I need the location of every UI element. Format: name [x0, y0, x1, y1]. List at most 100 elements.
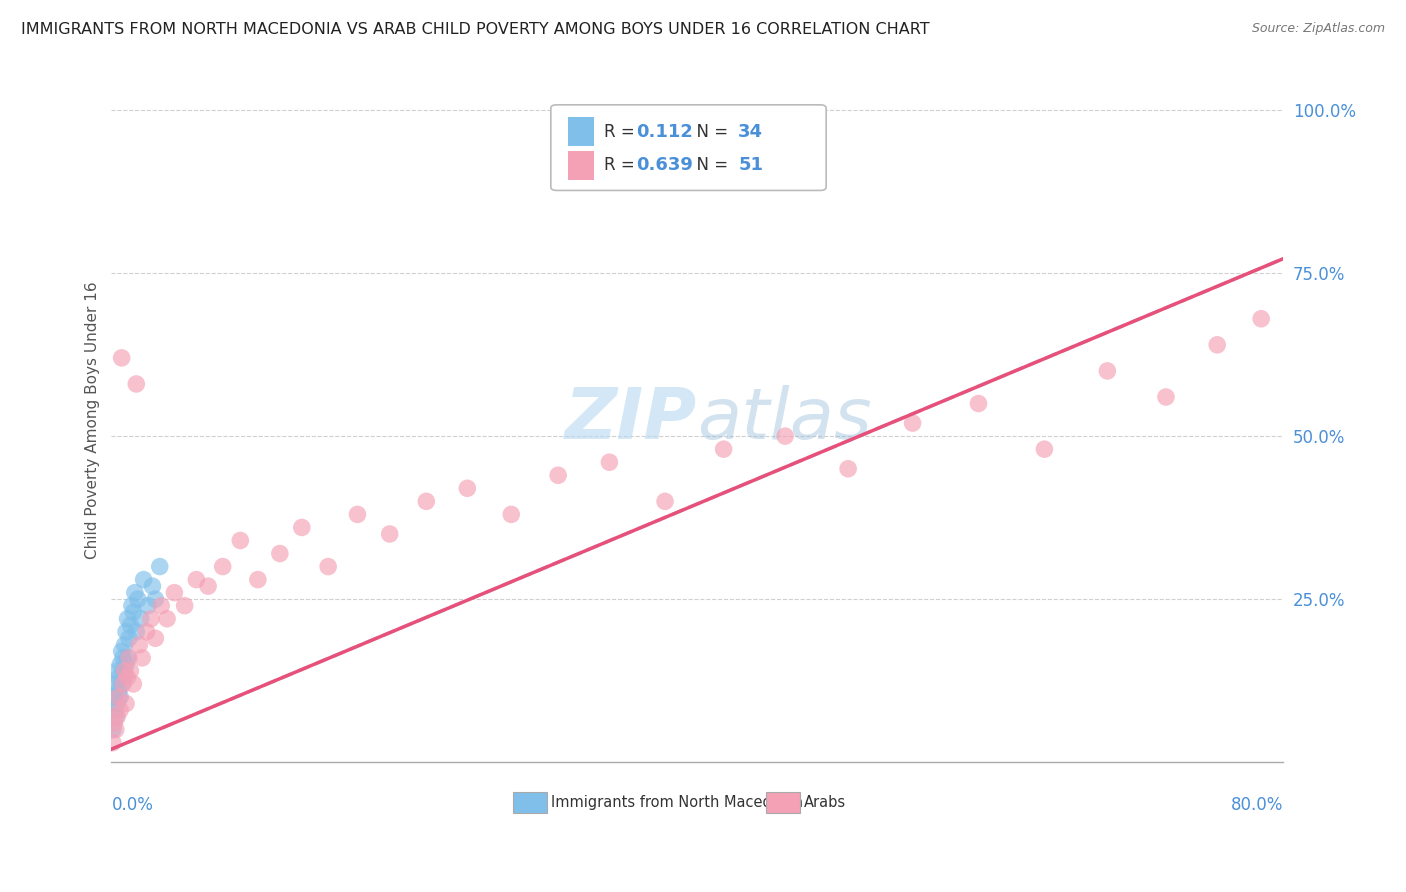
Point	[269, 547, 291, 561]
Point	[117, 670, 139, 684]
Text: Arabs: Arabs	[804, 795, 846, 810]
Point	[121, 599, 143, 613]
Point	[118, 632, 141, 646]
Point	[114, 664, 136, 678]
Point	[127, 592, 149, 607]
Point	[115, 697, 138, 711]
Point	[104, 723, 127, 737]
Point	[150, 599, 173, 613]
Text: ZIP: ZIP	[565, 385, 697, 454]
Point	[1033, 442, 1056, 457]
Text: 0.639: 0.639	[637, 156, 693, 174]
Point	[654, 494, 676, 508]
Point	[136, 599, 159, 613]
Point	[112, 677, 135, 691]
Text: R =: R =	[603, 156, 640, 174]
Y-axis label: Child Poverty Among Boys Under 16: Child Poverty Among Boys Under 16	[86, 281, 100, 558]
Point	[105, 664, 128, 678]
Point	[837, 461, 859, 475]
Point	[114, 638, 136, 652]
Point	[118, 651, 141, 665]
Point	[967, 396, 990, 410]
Point	[141, 579, 163, 593]
Point	[378, 527, 401, 541]
Point	[111, 677, 134, 691]
Point	[1286, 416, 1309, 430]
Point	[156, 612, 179, 626]
Point	[115, 657, 138, 672]
Point	[114, 670, 136, 684]
Point	[107, 683, 129, 698]
Point	[246, 573, 269, 587]
Text: R =: R =	[603, 122, 640, 141]
Point	[117, 612, 139, 626]
Point	[291, 520, 314, 534]
Point	[111, 351, 134, 365]
Point	[101, 736, 124, 750]
Point	[1250, 311, 1272, 326]
Point	[103, 690, 125, 704]
Text: N =: N =	[686, 122, 733, 141]
Point	[163, 585, 186, 599]
Point	[316, 559, 339, 574]
Point	[122, 605, 145, 619]
Point	[139, 612, 162, 626]
Point	[120, 664, 142, 678]
Point	[129, 612, 152, 626]
Point	[131, 651, 153, 665]
Point	[773, 429, 796, 443]
Point	[143, 632, 166, 646]
Point	[101, 723, 124, 737]
Point	[107, 670, 129, 684]
Point	[456, 481, 478, 495]
Point	[108, 657, 131, 672]
Point	[122, 677, 145, 691]
Point	[135, 624, 157, 639]
Point	[120, 618, 142, 632]
Point	[104, 709, 127, 723]
Point	[547, 468, 569, 483]
Point	[132, 573, 155, 587]
Text: 80.0%: 80.0%	[1230, 797, 1284, 814]
Point	[186, 573, 208, 587]
Point	[117, 651, 139, 665]
Bar	[568, 152, 595, 180]
Point	[211, 559, 233, 574]
Point	[125, 376, 148, 391]
Point	[103, 703, 125, 717]
Point	[901, 416, 924, 430]
Point	[108, 703, 131, 717]
Point	[105, 709, 128, 723]
Point	[713, 442, 735, 457]
Text: Immigrants from North Macedonia: Immigrants from North Macedonia	[551, 795, 803, 810]
Point	[103, 716, 125, 731]
Text: 0.112: 0.112	[637, 122, 693, 141]
Point	[112, 651, 135, 665]
Point	[105, 697, 128, 711]
Point	[107, 690, 129, 704]
Point	[197, 579, 219, 593]
Text: atlas: atlas	[697, 385, 872, 454]
Text: N =: N =	[686, 156, 733, 174]
Point	[125, 624, 148, 639]
Text: 0.0%: 0.0%	[111, 797, 153, 814]
Point	[149, 559, 172, 574]
Text: 51: 51	[738, 156, 763, 174]
Point	[104, 677, 127, 691]
FancyBboxPatch shape	[551, 105, 827, 190]
Text: 34: 34	[738, 122, 763, 141]
Point	[346, 508, 368, 522]
Point	[124, 585, 146, 599]
Point	[598, 455, 620, 469]
Point	[108, 690, 131, 704]
Point	[128, 638, 150, 652]
Point	[229, 533, 252, 548]
Point	[1097, 364, 1119, 378]
Point	[1206, 338, 1229, 352]
Point	[143, 592, 166, 607]
Bar	[568, 117, 595, 146]
Point	[115, 624, 138, 639]
Point	[173, 599, 195, 613]
Point	[501, 508, 523, 522]
Point	[112, 664, 135, 678]
